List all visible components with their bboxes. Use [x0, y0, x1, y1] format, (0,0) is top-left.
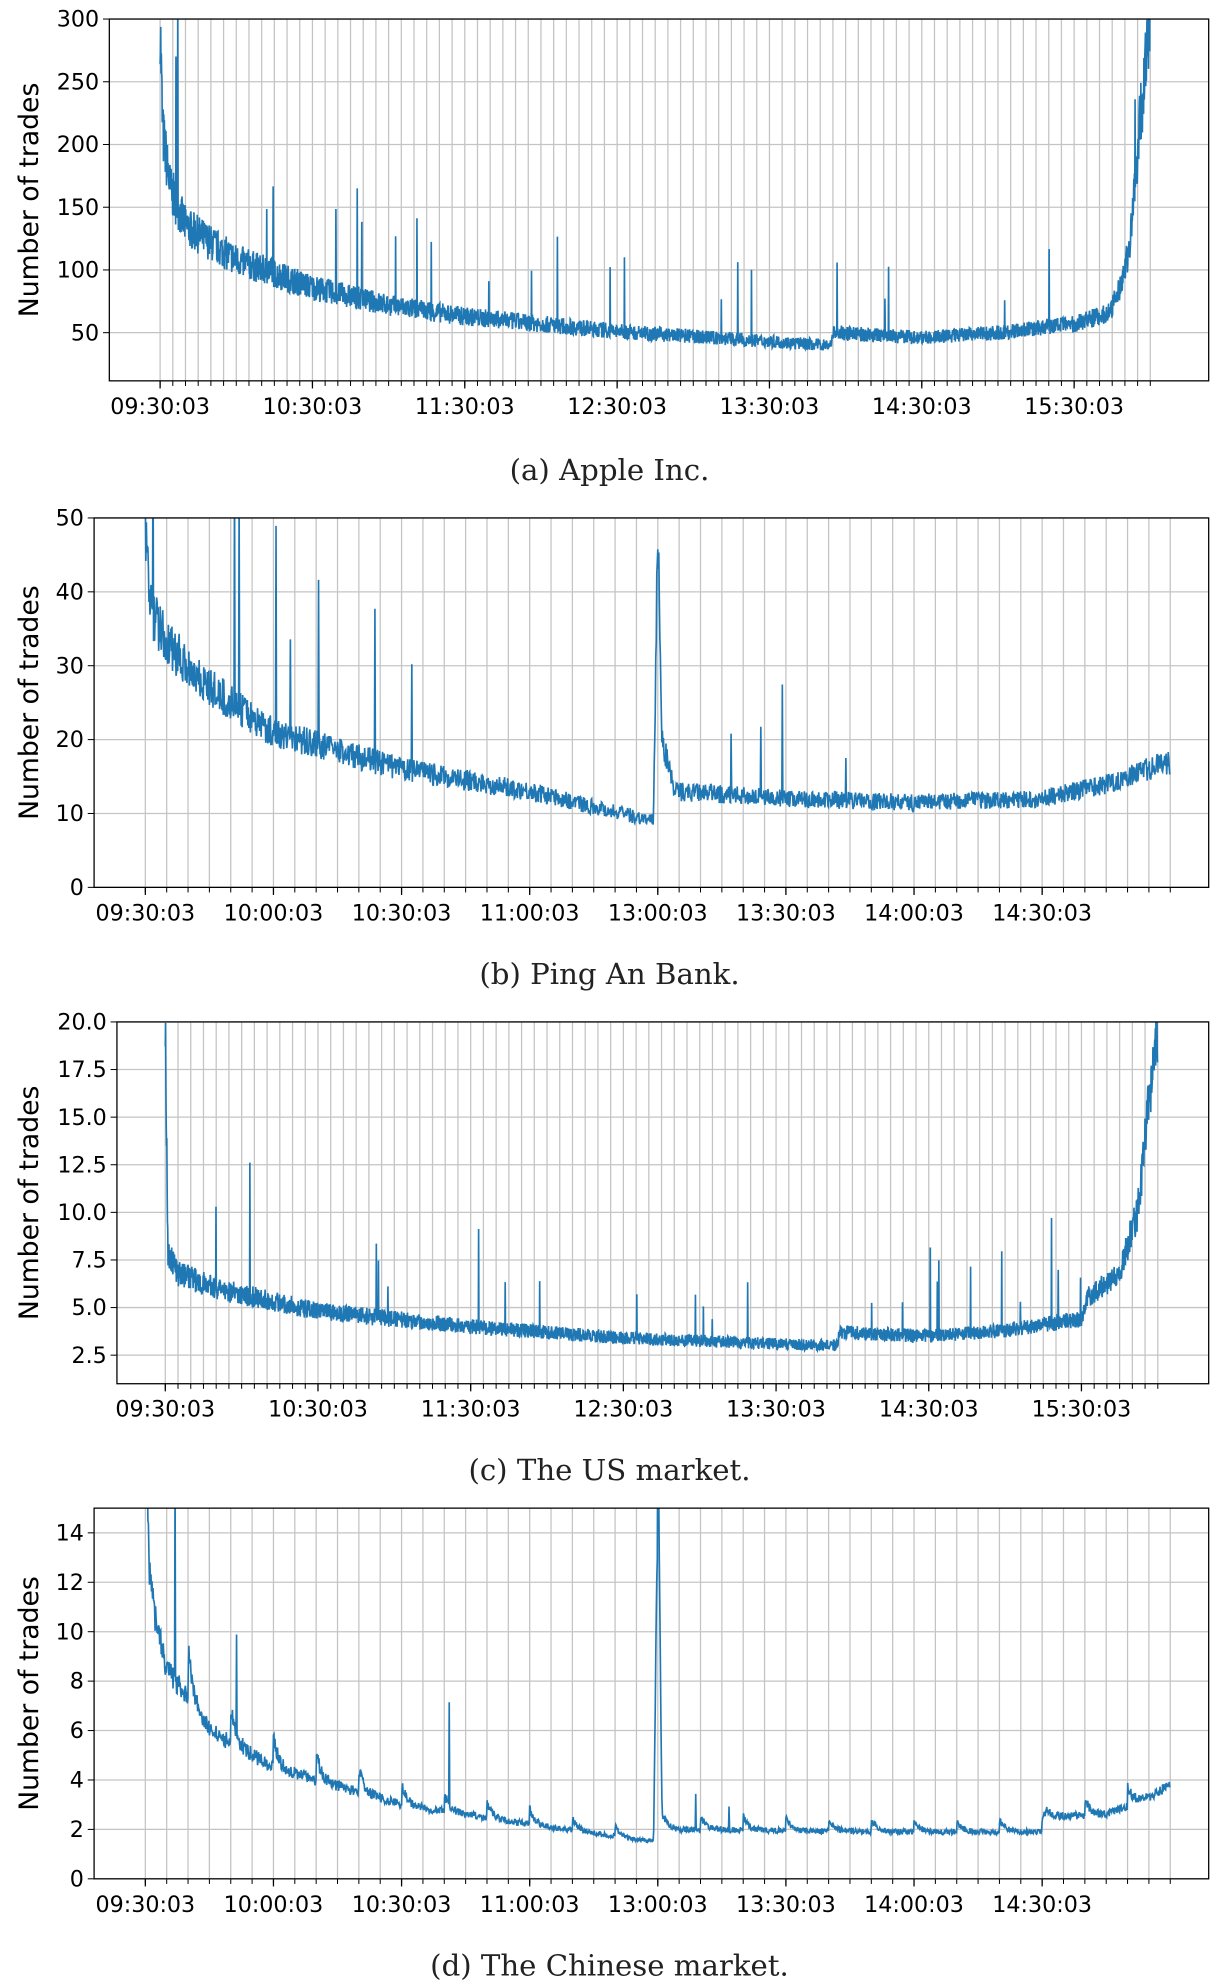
- chart-panel-d: 0 2 4 6 8 10 12 14 09:30:03 10:00:03 10:30:03 11:00…: [14, 1507, 1210, 1982]
- y-tick-label: 2: [70, 1817, 84, 1843]
- y-tick-label: 10: [56, 1619, 84, 1645]
- x-tick-label: 10:00:03: [224, 1892, 324, 1918]
- y-tick-label: 10.0: [57, 1200, 106, 1226]
- y-tick-label: 150: [57, 195, 99, 221]
- y-tick-label: 250: [57, 69, 99, 95]
- x-tick-label: 11:00:03: [480, 1892, 580, 1918]
- y-tick-label: 14: [56, 1520, 84, 1546]
- x-tick-label: 13:30:03: [736, 900, 836, 926]
- chart-panel-b: 0 10 20 30 40 50 09:30:03 10:00:03 10:30:03 11:00…: [14, 506, 1210, 991]
- y-tick-label: 100: [57, 258, 99, 284]
- x-tick-label: 14:30:03: [992, 900, 1092, 926]
- x-tick-label: 13:00:03: [608, 900, 708, 926]
- y-tick-label: 300: [57, 7, 99, 33]
- x-tick-label: 15:30:03: [1032, 1397, 1132, 1423]
- y-axis-label: Number of trades: [14, 585, 45, 820]
- series-line: [144, 517, 1171, 827]
- x-tick-label: 13:30:03: [736, 1892, 836, 1918]
- y-axis-label: Number of trades: [14, 1576, 45, 1811]
- x-tick-label: 13:30:03: [720, 394, 820, 420]
- y-tick-label: 40: [56, 579, 84, 605]
- y-tick-label: 6: [70, 1718, 84, 1744]
- y-tick-label: 20: [56, 727, 84, 753]
- y-tick-label: 17.5: [57, 1057, 106, 1083]
- series-line: [159, 19, 1151, 353]
- figure-caption: (a) Apple Inc.: [510, 453, 710, 487]
- x-tick-label: 09:30:03: [95, 1892, 195, 1918]
- plot-frame: [93, 517, 1210, 888]
- figure-caption: (d) The Chinese market.: [430, 1948, 789, 1982]
- plot-frame: [93, 1507, 1210, 1880]
- y-tick-label: 5.0: [71, 1295, 106, 1321]
- x-tick-label: 14:30:03: [879, 1397, 979, 1423]
- y-tick-label: 50: [71, 320, 99, 346]
- y-axis-label: Number of trades: [14, 1086, 45, 1321]
- y-tick-label: 10: [56, 801, 84, 827]
- y-tick-label: 12: [56, 1570, 84, 1596]
- x-tick-label: 09:30:03: [115, 1397, 215, 1423]
- plot-frame: [108, 18, 1210, 382]
- y-tick-label: 0: [70, 1866, 84, 1892]
- figure-caption: (b) Ping An Bank.: [479, 957, 739, 991]
- x-tick-label: 11:30:03: [421, 1397, 521, 1423]
- x-tick-label: 12:30:03: [567, 394, 667, 420]
- y-tick-label: 30: [56, 653, 84, 679]
- y-tick-label: 7.5: [71, 1248, 106, 1274]
- y-tick-label: 2.5: [71, 1343, 106, 1369]
- x-tick-label: 13:30:03: [726, 1397, 826, 1423]
- x-tick-label: 12:30:03: [574, 1397, 674, 1423]
- y-tick-label: 15.0: [57, 1105, 106, 1131]
- y-tick-label: 8: [70, 1669, 84, 1695]
- x-tick-label: 11:00:03: [480, 900, 580, 926]
- y-axis-label: Number of trades: [14, 83, 45, 318]
- series-line: [146, 1508, 1171, 1844]
- x-tick-label: 11:30:03: [415, 394, 515, 420]
- series-line: [164, 1021, 1159, 1354]
- chart-panel-c: 2.5 5.0 7.5 10.0 12.5 15.0 17.5 20.0 09:30:03 10:…: [14, 1010, 1210, 1487]
- y-tick-label: 200: [57, 132, 99, 158]
- x-tick-label: 14:30:03: [992, 1892, 1092, 1918]
- x-tick-label: 09:30:03: [110, 394, 210, 420]
- figure-caption: (c) The US market.: [468, 1453, 750, 1487]
- plot-frame: [116, 1021, 1210, 1385]
- y-tick-label: 50: [56, 506, 84, 532]
- x-tick-label: 10:30:03: [352, 1892, 452, 1918]
- chart-panel-a: 50 100 150 200 250 300 09:30:03 10:30:03 11:30:0…: [14, 7, 1210, 487]
- x-tick-label: 09:30:03: [95, 900, 195, 926]
- y-tick-label: 4: [70, 1768, 84, 1794]
- x-tick-label: 13:00:03: [608, 1892, 708, 1918]
- y-tick-label: 12.5: [57, 1152, 106, 1178]
- x-tick-label: 15:30:03: [1024, 394, 1124, 420]
- y-tick-label: 20.0: [57, 1010, 106, 1036]
- x-tick-label: 10:00:03: [224, 900, 324, 926]
- x-tick-label: 10:30:03: [352, 900, 452, 926]
- x-tick-label: 10:30:03: [268, 1397, 368, 1423]
- x-tick-label: 10:30:03: [263, 394, 363, 420]
- y-tick-label: 0: [70, 875, 84, 901]
- x-tick-label: 14:00:03: [864, 900, 964, 926]
- x-tick-label: 14:30:03: [872, 394, 972, 420]
- x-tick-label: 14:00:03: [864, 1892, 964, 1918]
